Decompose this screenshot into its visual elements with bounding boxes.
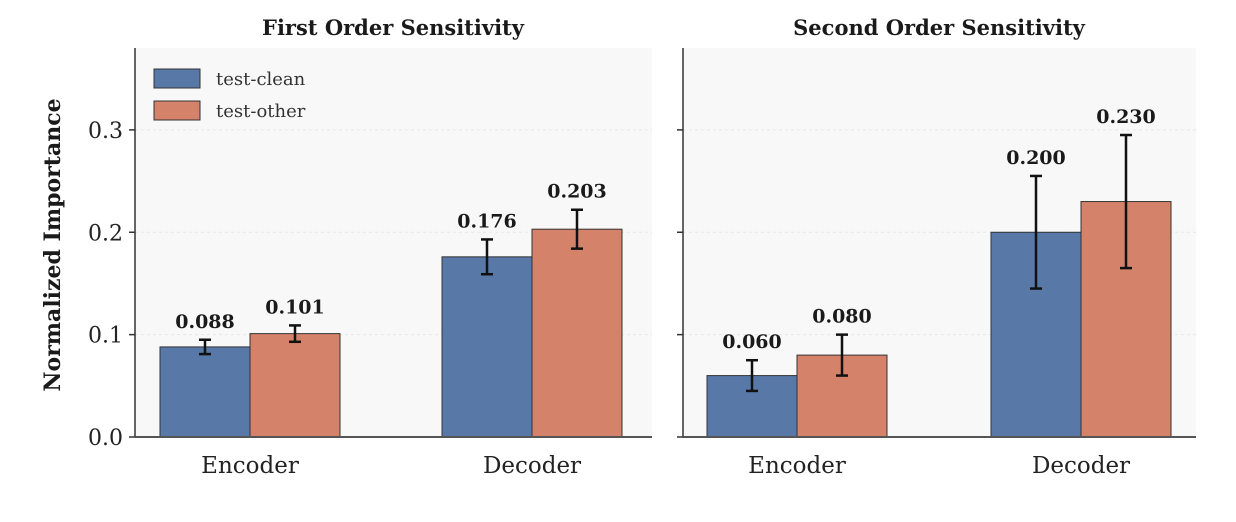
legend-label-test-clean: test-clean <box>216 69 306 90</box>
data-label: 0.200 <box>1006 147 1066 169</box>
data-label: 0.101 <box>265 296 325 318</box>
y-tick-label: 0.0 <box>88 426 123 451</box>
chart-title: Second Order Sensitivity <box>793 15 1086 40</box>
y-tick-label: 0.1 <box>88 324 123 349</box>
y-tick-label: 0.3 <box>88 119 123 144</box>
legend-swatch-test-other <box>153 100 201 121</box>
legend-swatch-test-clean <box>153 68 201 89</box>
bar-test-clean-encoder <box>159 346 251 438</box>
data-label: 0.176 <box>457 210 517 232</box>
x-tick-label: Encoder <box>201 453 299 479</box>
panel-first-order: First Order Sensitivity 0.088 0.101 0.176 0… <box>88 15 652 479</box>
x-tick-label: Decoder <box>1032 453 1130 479</box>
x-tick-label: Encoder <box>748 453 846 479</box>
data-label: 0.060 <box>722 331 782 353</box>
legend: test-clean test-other <box>153 68 306 122</box>
data-label: 0.088 <box>175 311 235 333</box>
data-label: 0.203 <box>547 181 607 203</box>
bar-test-other-decoder <box>531 228 623 438</box>
chart-title: First Order Sensitivity <box>262 15 525 40</box>
y-axis-label: Normalized Importance <box>40 98 66 391</box>
data-label: 0.230 <box>1096 106 1156 128</box>
x-tick-label: Decoder <box>483 453 581 479</box>
legend-label-test-other: test-other <box>216 101 306 122</box>
panel-second-order: Second Order Sensitivity 0.060 0.080 0.200… <box>677 15 1196 479</box>
bar-test-other-encoder <box>249 333 341 438</box>
data-label: 0.080 <box>812 306 872 328</box>
bar-test-clean-decoder <box>441 256 533 438</box>
y-tick-label: 0.2 <box>88 221 123 246</box>
